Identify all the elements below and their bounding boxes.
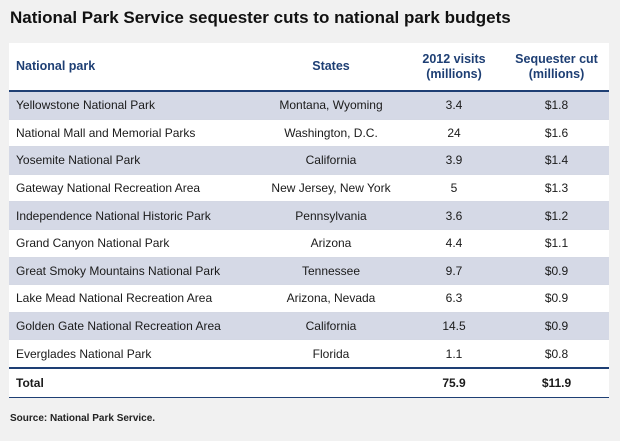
cell-park: Yosemite National Park xyxy=(9,146,258,175)
cell-visits: 4.4 xyxy=(404,229,504,258)
table-row: Yosemite National Park California 3.9 $1… xyxy=(9,146,609,175)
total-row: Total 75.9 $11.9 xyxy=(9,366,609,398)
cell-cut: $1.3 xyxy=(504,174,609,203)
cell-visits: 3.9 xyxy=(404,146,504,175)
column-header-visits: 2012 visits (millions) xyxy=(404,43,504,92)
column-header-cut: Sequester cut (millions) xyxy=(504,43,609,92)
cell-cut: $1.8 xyxy=(504,91,609,120)
table-row: Everglades National Park Florida 1.1 $0.… xyxy=(9,339,609,369)
cell-park: Everglades National Park xyxy=(9,339,258,369)
cell-visits: 1.1 xyxy=(404,339,504,369)
total-label: Total xyxy=(9,366,258,398)
cell-park: Great Smoky Mountains National Park xyxy=(9,257,258,286)
cell-park: Golden Gate National Recreation Area xyxy=(9,312,258,341)
cell-cut: $0.9 xyxy=(504,284,609,313)
chart-title: National Park Service sequester cuts to … xyxy=(10,8,511,27)
cell-park: Grand Canyon National Park xyxy=(9,229,258,258)
cell-states: Pennsylvania xyxy=(258,201,404,230)
cell-visits: 5 xyxy=(404,174,504,203)
cell-cut: $1.4 xyxy=(504,146,609,175)
cell-visits: 14.5 xyxy=(404,312,504,341)
column-header-label: States xyxy=(312,59,350,73)
cell-states: New Jersey, New York xyxy=(258,174,404,203)
table-row: Independence National Historic Park Penn… xyxy=(9,201,609,230)
table-row: Golden Gate National Recreation Area Cal… xyxy=(9,312,609,341)
cell-states: Washington, D.C. xyxy=(258,119,404,148)
total-states-empty xyxy=(258,366,404,398)
cell-visits: 3.4 xyxy=(404,91,504,120)
column-header-label: National park xyxy=(16,59,96,73)
park-budget-table: National park States 2012 visits (millio… xyxy=(9,43,609,398)
column-header-unit: (millions) xyxy=(528,66,585,81)
cell-cut: $1.6 xyxy=(504,119,609,148)
cell-visits: 24 xyxy=(404,119,504,148)
cell-cut: $0.9 xyxy=(504,257,609,286)
cell-park: Yellowstone National Park xyxy=(9,91,258,120)
table-row: National Mall and Memorial Parks Washing… xyxy=(9,119,609,148)
cell-cut: $1.2 xyxy=(504,201,609,230)
cell-states: California xyxy=(258,146,404,175)
column-header-label: 2012 visits xyxy=(422,51,486,66)
cell-cut: $0.8 xyxy=(504,339,609,369)
column-header-label: Sequester cut xyxy=(515,51,598,66)
column-header-park: National park xyxy=(9,43,258,92)
cell-cut: $1.1 xyxy=(504,229,609,258)
cell-states: California xyxy=(258,312,404,341)
cell-park: Gateway National Recreation Area xyxy=(9,174,258,203)
table-header: National park States 2012 visits (millio… xyxy=(9,43,609,92)
table-row: Gateway National Recreation Area New Jer… xyxy=(9,174,609,203)
cell-states: Tennessee xyxy=(258,257,404,286)
cell-park: Lake Mead National Recreation Area xyxy=(9,284,258,313)
cell-visits: 6.3 xyxy=(404,284,504,313)
cell-visits: 3.6 xyxy=(404,201,504,230)
column-header-unit: (millions) xyxy=(426,66,482,81)
cell-park: National Mall and Memorial Parks xyxy=(9,119,258,148)
header-row: National park States 2012 visits (millio… xyxy=(9,43,609,92)
cell-cut: $0.9 xyxy=(504,312,609,341)
table-row: Yellowstone National Park Montana, Wyomi… xyxy=(9,91,609,120)
cell-states: Arizona, Nevada xyxy=(258,284,404,313)
table-row: Lake Mead National Recreation Area Arizo… xyxy=(9,284,609,313)
table-card: National park States 2012 visits (millio… xyxy=(9,43,609,398)
table-row: Grand Canyon National Park Arizona 4.4 $… xyxy=(9,229,609,258)
cell-states: Florida xyxy=(258,339,404,369)
cell-states: Arizona xyxy=(258,229,404,258)
cell-states: Montana, Wyoming xyxy=(258,91,404,120)
column-header-states: States xyxy=(258,43,404,92)
total-cut: $11.9 xyxy=(504,366,609,398)
cell-park: Independence National Historic Park xyxy=(9,201,258,230)
cell-visits: 9.7 xyxy=(404,257,504,286)
table-body: Yellowstone National Park Montana, Wyomi… xyxy=(9,91,609,398)
total-visits: 75.9 xyxy=(404,366,504,398)
source-note: Source: National Park Service. xyxy=(10,413,156,424)
table-row: Great Smoky Mountains National Park Tenn… xyxy=(9,257,609,286)
